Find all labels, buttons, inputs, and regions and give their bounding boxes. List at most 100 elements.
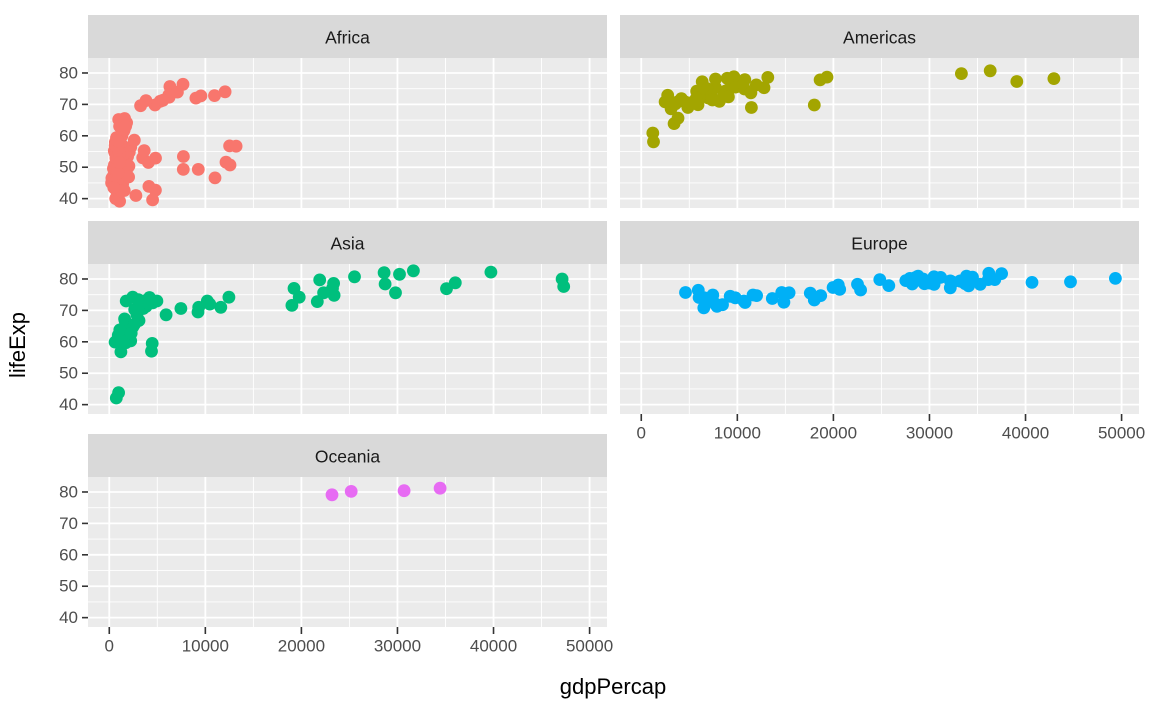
data-point-europe [943, 274, 957, 288]
x-tick-label: 30000 [374, 637, 421, 656]
data-point-europe [691, 283, 705, 297]
data-point-africa [191, 163, 205, 176]
strip-africa [88, 15, 607, 58]
y-tick-label: 40 [59, 189, 78, 208]
data-point-americas [671, 111, 685, 125]
data-point-africa [176, 163, 190, 176]
data-point-europe [697, 301, 711, 315]
y-tick-label: 50 [59, 577, 78, 596]
data-point-africa [107, 181, 121, 195]
data-point-americas [675, 92, 688, 106]
data-point-europe [927, 270, 941, 284]
data-point-europe [738, 296, 752, 309]
y-tick-label: 70 [59, 514, 78, 533]
data-point-europe [854, 283, 867, 297]
data-point-oceania [397, 484, 411, 498]
data-point-asia [118, 312, 131, 326]
data-point-europe [750, 289, 763, 302]
data-point-africa [146, 193, 160, 207]
data-point-asia [327, 277, 340, 290]
data-point-asia [377, 266, 391, 280]
x-tick-label: 40000 [1002, 424, 1049, 443]
data-point-africa [229, 139, 243, 153]
panel-africa [88, 58, 607, 208]
data-point-europe [1064, 275, 1077, 289]
data-point-europe [831, 278, 845, 292]
data-point-asia [214, 300, 228, 314]
data-point-asia [407, 264, 420, 278]
data-point-asia [317, 286, 330, 300]
data-point-asia [113, 323, 127, 337]
data-point-europe [728, 291, 742, 305]
data-point-africa [129, 189, 143, 202]
strip-label-oceania: Oceania [315, 447, 380, 467]
data-point-asia [112, 386, 125, 400]
data-point-asia [484, 265, 498, 279]
data-point-africa [127, 133, 141, 147]
strip-label-asia: Asia [330, 234, 364, 254]
x-tick-label: 10000 [182, 637, 229, 656]
data-point-europe [1025, 276, 1039, 289]
y-tick-label: 70 [59, 95, 78, 114]
panel-asia [88, 264, 607, 414]
data-point-africa [208, 89, 221, 102]
data-point-africa [171, 85, 184, 99]
data-point-africa [111, 166, 125, 180]
y-tick-label: 80 [59, 269, 78, 288]
strip-label-europe: Europe [851, 234, 907, 254]
data-point-africa [149, 183, 162, 197]
data-point-europe [953, 274, 967, 288]
data-point-europe [973, 277, 987, 291]
data-point-europe [995, 267, 1008, 280]
data-point-asia [124, 326, 138, 340]
data-point-americas [722, 90, 735, 104]
strip-oceania [88, 434, 607, 477]
data-point-europe [716, 298, 729, 312]
data-point-europe [765, 292, 779, 305]
data-point-asia [389, 286, 402, 300]
data-point-africa [189, 91, 203, 105]
y-tick-label: 40 [59, 395, 78, 414]
data-point-europe [706, 288, 720, 302]
data-point-asia [348, 270, 361, 284]
data-point-africa [111, 134, 125, 148]
data-point-americas [807, 98, 821, 112]
data-point-africa [113, 156, 126, 169]
data-point-americas [720, 71, 734, 85]
x-tick-label: 0 [105, 637, 114, 656]
x-tick-label: 30000 [906, 424, 953, 443]
panel-oceania [88, 477, 607, 627]
data-point-africa [177, 150, 190, 163]
data-point-asia [285, 299, 299, 312]
data-point-asia [143, 291, 156, 304]
y-tick-label: 80 [59, 63, 78, 82]
data-point-oceania [325, 488, 339, 502]
data-point-americas [761, 71, 775, 84]
data-point-asia [159, 308, 173, 322]
x-tick-label: 10000 [714, 424, 761, 443]
data-point-asia [174, 302, 188, 315]
data-point-europe [882, 279, 896, 292]
y-tick-label: 60 [59, 126, 78, 145]
data-point-asia [131, 293, 145, 307]
data-point-asia [448, 276, 462, 290]
data-point-asia [310, 295, 324, 308]
data-point-europe [679, 286, 692, 299]
data-point-americas [1047, 72, 1061, 85]
strip-label-africa: Africa [325, 28, 370, 48]
y-tick-label: 80 [59, 482, 78, 501]
y-tick-label: 70 [59, 301, 78, 320]
strip-asia [88, 221, 607, 264]
data-point-americas [744, 86, 758, 100]
x-tick-label: 0 [637, 424, 646, 443]
y-tick-label: 50 [59, 364, 78, 383]
data-point-americas [745, 101, 758, 114]
data-point-asia [292, 290, 306, 304]
strip-europe [620, 221, 1139, 264]
y-tick-label: 40 [59, 608, 78, 627]
data-point-europe [899, 274, 913, 287]
data-point-europe [782, 286, 796, 300]
data-point-americas [661, 88, 675, 102]
data-point-asia [313, 273, 327, 287]
